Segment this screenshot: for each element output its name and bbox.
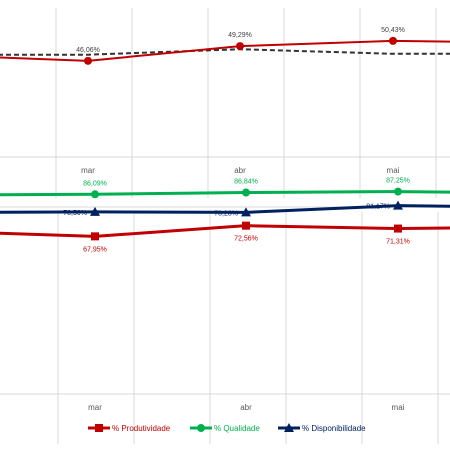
- bottom-gridlines: [57, 212, 439, 444]
- series-line-0: [0, 224, 450, 238]
- series-2-point: [90, 206, 100, 216]
- top-line-chart: 46,06% 49,29% 50,43% mar abr mai: [0, 8, 450, 198]
- series-0-data-label: 72,56%: [234, 236, 258, 243]
- series-2-point: [241, 207, 251, 217]
- legend-label-1: % Qualidade: [214, 424, 260, 433]
- top-x-tick-label: abr: [234, 166, 246, 175]
- series-1-data-label: 86,09%: [83, 180, 107, 187]
- series-line-1: [0, 190, 450, 197]
- bottom-x-tick-label: abr: [240, 403, 252, 412]
- top-series-group: 46,06% 49,29% 50,43%: [0, 27, 450, 65]
- top-x-tick-labels: mar abr mai: [81, 166, 400, 175]
- top-data-label: 50,43%: [381, 27, 405, 34]
- series-0-point: [242, 221, 250, 230]
- series-1-data-label: 86,84%: [234, 179, 258, 186]
- top-data-label: 46,06%: [76, 47, 100, 54]
- series-0-point: [394, 224, 402, 233]
- series-1-point: [394, 187, 402, 196]
- top-gridlines: [55, 8, 437, 198]
- series-1-point: [242, 188, 250, 197]
- series-1-data-label: 87,25%: [386, 178, 410, 185]
- series-2-data-label: 78,28%: [214, 210, 238, 217]
- top-data-label: 49,29%: [228, 32, 252, 39]
- bottom-x-tick-label: mar: [88, 403, 102, 412]
- series-1-point: [91, 190, 99, 199]
- series-2-point: [393, 200, 403, 210]
- series-0-data-label: 71,31%: [386, 239, 410, 246]
- bottom-x-tick-labels: mar abr mai: [88, 403, 405, 412]
- bottom-series-group: 67,95% 72,56% 71,31% 86,09% 86,84% 87,25% 78,5…: [0, 178, 450, 253]
- legend-marker-0: [95, 424, 103, 432]
- series-2-data-label: 81,17%: [366, 204, 390, 211]
- series-0-data-label: 67,95%: [83, 246, 107, 253]
- top-x-tick-label: mai: [387, 166, 400, 175]
- top-series-point: [389, 36, 397, 45]
- top-dashed-series-line: [0, 48, 450, 56]
- top-series-line: [0, 39, 450, 62]
- top-x-tick-label: mar: [81, 166, 95, 175]
- series-0-point: [91, 232, 99, 241]
- legend-label-0: % Produtividade: [112, 424, 171, 433]
- legend-marker-2: [284, 423, 294, 432]
- legend: % Produtividade % Qualidade % Disponibilid…: [88, 423, 366, 433]
- bottom-line-chart: 67,95% 72,56% 71,31% 86,09% 86,84% 87,25% 78,5…: [0, 178, 450, 444]
- bottom-x-tick-label: mai: [392, 403, 405, 412]
- top-series-point: [236, 42, 244, 51]
- legend-marker-1: [197, 424, 205, 432]
- series-2-data-label: 78,50%: [63, 210, 87, 217]
- legend-label-2: % Disponibilidade: [302, 424, 366, 433]
- top-series-point: [84, 56, 92, 65]
